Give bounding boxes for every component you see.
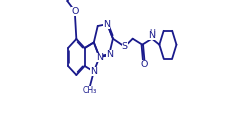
Text: N: N bbox=[106, 50, 113, 59]
Text: N: N bbox=[96, 53, 103, 61]
Text: CH₃: CH₃ bbox=[82, 86, 97, 95]
Text: O: O bbox=[71, 7, 78, 15]
Text: N: N bbox=[90, 67, 97, 76]
Text: N: N bbox=[103, 20, 110, 29]
Text: N: N bbox=[148, 31, 156, 40]
Text: H: H bbox=[149, 28, 155, 38]
Text: S: S bbox=[122, 42, 128, 51]
Text: O: O bbox=[140, 60, 148, 69]
